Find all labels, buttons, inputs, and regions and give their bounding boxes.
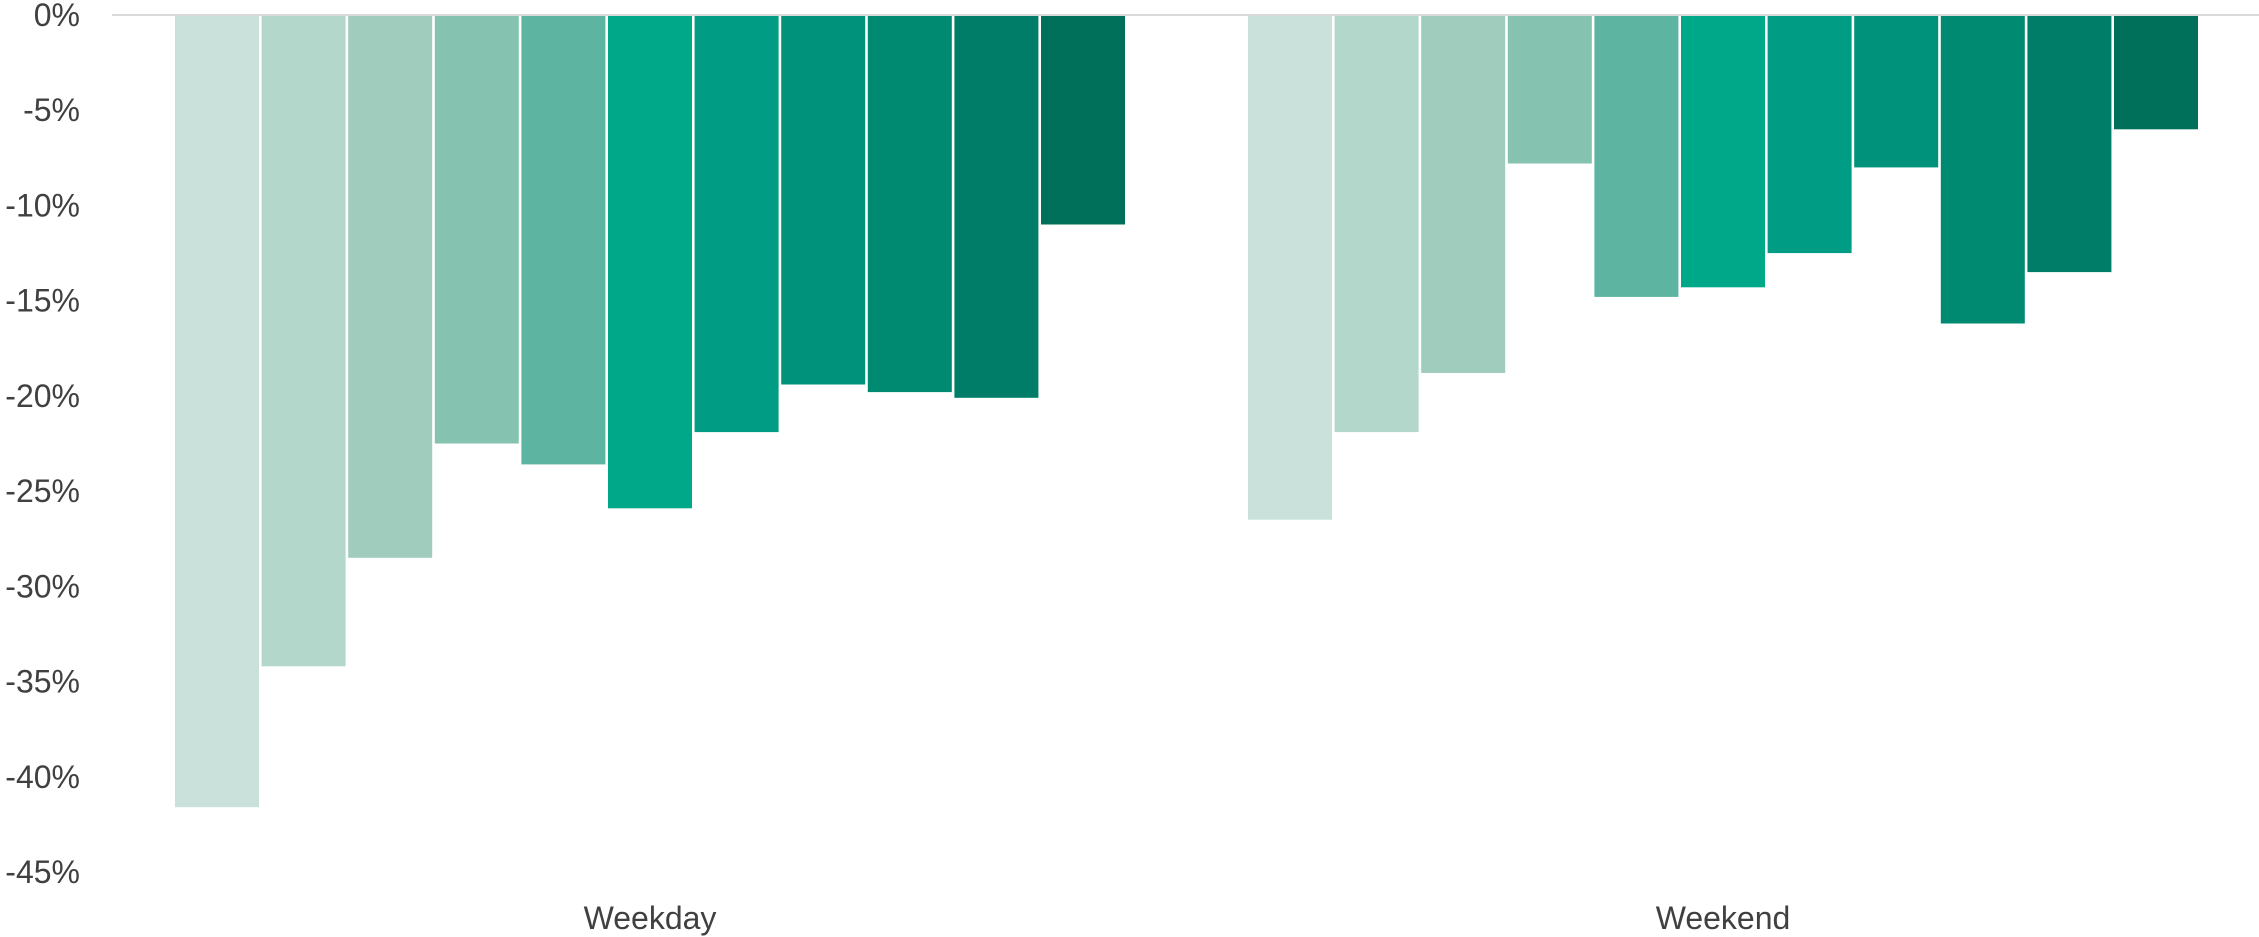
bar	[608, 15, 692, 509]
y-tick-label: -30%	[5, 568, 80, 604]
y-tick-label: -5%	[23, 92, 80, 128]
bar	[1041, 15, 1125, 225]
y-tick-label: -35%	[5, 664, 80, 700]
bar	[261, 15, 346, 667]
y-tick-label: -45%	[5, 854, 80, 890]
bar	[1681, 15, 1765, 288]
bar	[867, 15, 952, 393]
bar	[694, 15, 779, 433]
y-tick-label: 0%	[34, 0, 80, 33]
bar	[1334, 15, 1419, 433]
bar	[1248, 15, 1332, 520]
bar	[2114, 15, 2198, 130]
bar	[1421, 15, 1506, 373]
bar	[954, 15, 1039, 398]
bar	[434, 15, 519, 444]
y-tick-label: -25%	[5, 473, 80, 509]
bar	[1507, 15, 1592, 164]
bar	[521, 15, 606, 465]
bar	[1767, 15, 1852, 254]
bar	[1940, 15, 2025, 324]
bar	[1594, 15, 1679, 297]
bars-group	[175, 15, 2198, 808]
bar	[781, 15, 866, 385]
y-axis-labels: 0% -5% -10% -15% -20% -25% -30% -35% -40% -45%	[5, 0, 80, 890]
x-category-label: Weekend	[1656, 900, 1791, 936]
x-category-label: Weekday	[584, 900, 717, 936]
y-tick-label: -10%	[5, 187, 80, 223]
bar	[175, 15, 259, 808]
y-tick-label: -40%	[5, 759, 80, 795]
bar	[1854, 15, 1939, 168]
bar	[348, 15, 433, 558]
y-tick-label: -15%	[5, 283, 80, 319]
bar	[2027, 15, 2112, 273]
x-axis-labels: Weekday Weekend	[584, 900, 1791, 936]
y-tick-label: -20%	[5, 378, 80, 414]
